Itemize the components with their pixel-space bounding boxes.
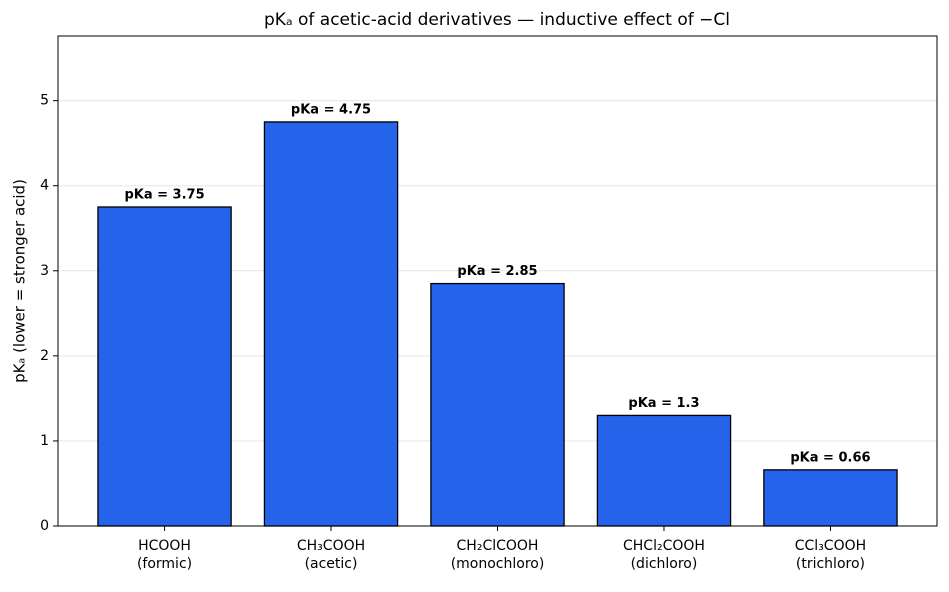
bar bbox=[263, 121, 399, 527]
plot-frame bbox=[57, 35, 938, 527]
chart-title: pKₐ of acetic-acid derivatives — inducti… bbox=[264, 10, 730, 30]
x-tick-label: CH₂ClCOOH (monochloro) bbox=[450, 538, 545, 572]
bar bbox=[430, 282, 565, 527]
x-tick-label: CH₃COOH (acetic) bbox=[296, 538, 366, 572]
bar bbox=[97, 206, 232, 527]
value-label: pKa = 1.3 bbox=[628, 396, 699, 411]
y-axis-label: pKₐ (lower = stronger acid) bbox=[11, 179, 29, 383]
y-tick-label: 2 bbox=[40, 348, 49, 364]
value-label: pKa = 2.85 bbox=[457, 264, 537, 279]
x-tick-label: CHCl₂COOH (dichloro) bbox=[623, 538, 705, 572]
x-tick-label: CCl₃COOH (trichloro) bbox=[794, 538, 867, 572]
y-tick-label: 5 bbox=[40, 93, 49, 109]
y-tick-label: 0 bbox=[40, 518, 49, 534]
y-tick-label: 1 bbox=[40, 433, 49, 449]
x-tick-label: HCOOH (formic) bbox=[136, 538, 193, 572]
bar bbox=[763, 469, 898, 527]
value-label: pKa = 3.75 bbox=[124, 187, 204, 202]
bar bbox=[596, 414, 732, 527]
y-tick-label: 3 bbox=[40, 263, 49, 279]
value-label: pKa = 0.66 bbox=[790, 450, 870, 465]
value-label: pKa = 4.75 bbox=[291, 102, 371, 117]
y-tick-label: 4 bbox=[40, 178, 49, 194]
